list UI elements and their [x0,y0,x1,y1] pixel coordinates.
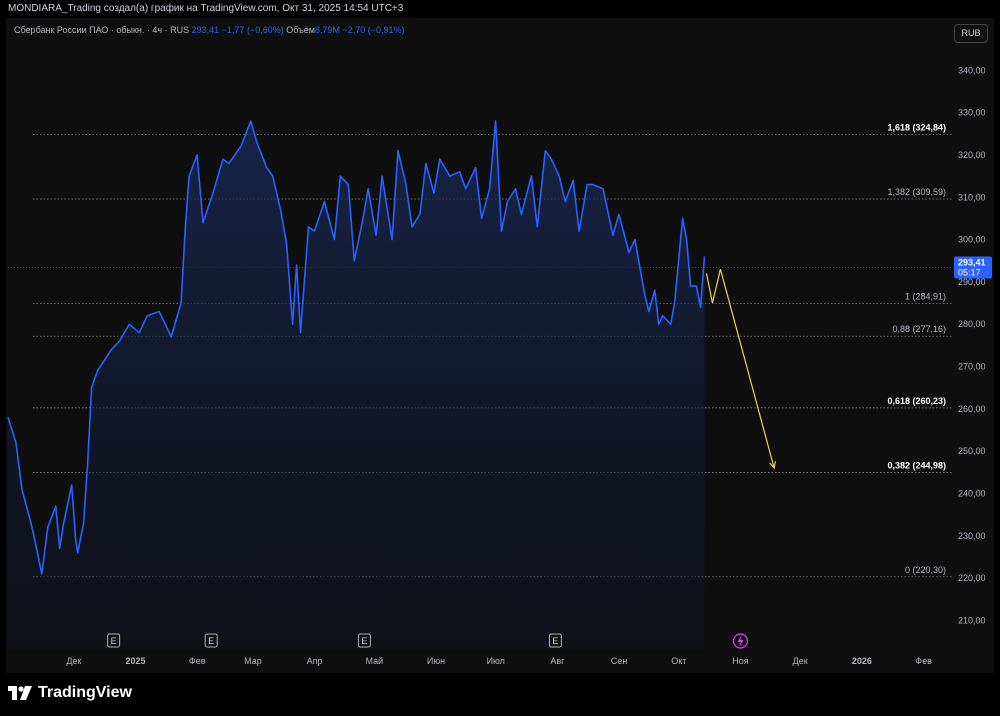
x-tick-label: Ноя [732,656,749,666]
earnings-icon[interactable]: E [357,633,371,648]
fib-level-label: 0,88 (277,16) [892,324,946,334]
x-tick-label: Дек [66,656,81,666]
x-tick-label: Фев [915,656,932,666]
fib-level-label: 0 (220,30) [905,565,946,575]
earnings-icon-box [204,633,218,648]
y-axis: 210,00 220,00 230,00 240,00 250,00 260,00 270,… [958,65,986,625]
y-tick-label: 290,00 [958,277,986,287]
currency-button[interactable]: RUB [954,24,988,43]
brand-name: TradingView [38,684,132,701]
earnings-icon-letter: E [111,636,117,646]
x-tick-label: Мар [244,656,262,666]
dividend-icon-bolt [737,635,744,647]
y-tick-label: 260,00 [958,404,986,414]
y-tick-label: 300,00 [958,235,986,245]
y-tick-label: 210,00 [958,615,986,625]
fib-level-label: 0,618 (260,23) [887,396,946,406]
bar-countdown: 05:17 [958,267,981,277]
x-tick-label: 2025 [126,656,146,666]
projection-arrowhead [769,461,777,470]
tradingview-logo[interactable]: TradingView [8,684,132,702]
symbol-name: Сбербанк России ПАО · обыкн. · 4ч · RUS [14,25,190,35]
projection-drawing [705,269,777,470]
share-caption: MONDIARA_Trading создал(а) график на Tra… [8,3,404,14]
y-tick-label: 320,00 [958,150,986,160]
earnings-icon[interactable]: E [548,633,562,648]
y-tick-label: 250,00 [958,446,986,456]
y-tick-label: 310,00 [958,192,986,202]
x-tick-label: Сен [611,656,628,666]
earnings-icon-letter: E [208,636,214,646]
fib-level-label: 1 (284,91) [905,291,946,301]
last-price-value: 293,41 [958,257,986,267]
x-tick-label: Июл [487,656,505,666]
x-tick-label: 2026 [852,656,872,666]
volume-change: −2,70 (−0,91%) [342,25,405,35]
x-tick-label: Апр [307,656,323,666]
last-price-tag[interactable]: 293,41 05:17 [954,256,992,279]
earnings-icon-box [357,633,371,648]
earnings-icon-letter: E [361,636,367,646]
x-axis: Дек 2025 Фев Мар Апр Май Июн Июл Авг Сен Окт Ноя Дек… [66,656,932,666]
earnings-icon[interactable]: E [204,633,218,648]
x-tick-label: Май [366,656,384,666]
x-tick-label: Фев [189,656,206,666]
fib-level-label: 0,382 (244,98) [887,460,946,470]
x-tick-label: Июн [427,656,445,666]
x-tick-label: Дек [793,656,808,666]
legend-change: −1,77 (−0,60%) [221,25,284,35]
symbol-legend[interactable]: Сбербанк России ПАО · обыкн. · 4ч · RUS … [14,25,405,35]
price-area-fill [8,121,705,651]
fib-level-label: 1,618 (324,84) [887,122,946,132]
volume-value: 8,79M [314,25,340,35]
y-tick-label: 280,00 [958,319,986,329]
top-caption-bar: MONDIARA_Trading создал(а) график на Tra… [0,0,1000,18]
x-tick-label: Авг [550,656,565,666]
earnings-icon-box [548,633,562,648]
price-line [7,120,706,575]
earnings-icon[interactable]: E [107,633,121,648]
dividend-icon[interactable] [732,633,749,649]
y-tick-label: 230,00 [958,531,986,541]
footer-bar [0,673,1000,716]
earnings-icon-letter: E [552,636,558,646]
volume-label: Объём [286,25,315,35]
y-tick-label: 270,00 [958,362,986,372]
y-tick-label: 240,00 [958,488,986,498]
projection-path [705,269,775,469]
tradingview-logo-icon [8,686,32,700]
y-tick-label: 220,00 [958,573,986,583]
y-tick-label: 340,00 [958,65,986,75]
y-tick-label: 330,00 [958,108,986,118]
x-tick-label: Окт [671,656,686,666]
fib-level-label: 1,382 (309,59) [887,187,946,197]
legend-price: 293,41 [191,25,220,35]
earnings-icon-box [107,633,121,648]
